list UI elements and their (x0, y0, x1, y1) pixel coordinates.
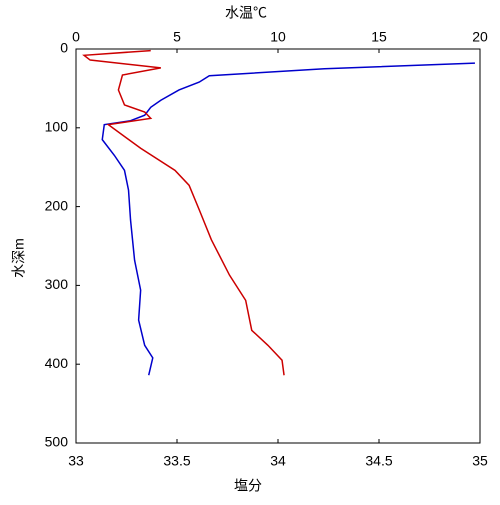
x-axis-title: 塩分 (234, 478, 262, 494)
y-tick-label: 300 (45, 276, 69, 292)
y-axis-title: 水深m (11, 238, 27, 278)
plot-frame (75, 48, 481, 444)
x2-tick-label: 15 (371, 29, 387, 45)
data-line (82, 49, 285, 376)
x-tick-label: 33.5 (163, 453, 190, 469)
y-tick-label: 500 (45, 434, 69, 450)
y-tick-label: 100 (45, 119, 69, 135)
x-tick-label: 33 (68, 453, 84, 469)
x2-tick-label: 5 (173, 29, 181, 45)
x-tick-label: 35 (472, 453, 488, 469)
x2-tick-label: 20 (472, 29, 488, 45)
x2-axis-title: 水温℃ (225, 5, 267, 21)
y-tick-label: 200 (45, 197, 69, 213)
x-tick-label: 34.5 (365, 453, 392, 469)
x-tick-label: 34 (270, 453, 286, 469)
y-tick-label: 0 (60, 40, 68, 56)
x2-tick-label: 10 (270, 29, 286, 45)
data-line (101, 62, 475, 376)
x2-tick-label: 0 (72, 29, 80, 45)
y-tick-label: 400 (45, 355, 69, 371)
